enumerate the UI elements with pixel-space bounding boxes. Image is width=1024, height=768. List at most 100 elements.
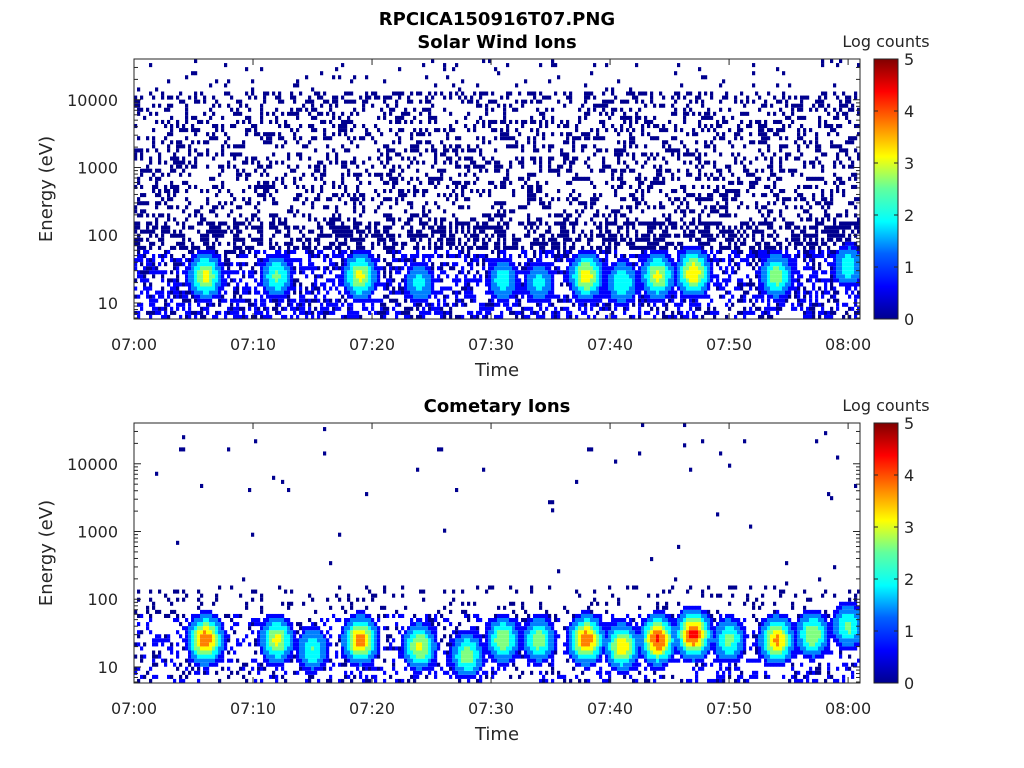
heatmap-cell [200,298,204,303]
heatmap-cell [674,290,678,295]
heatmap-cell [320,282,324,287]
heatmap-cell [794,294,798,299]
heatmap-cell [266,266,270,271]
heatmap-cell [149,262,153,267]
heatmap-cell [821,270,825,275]
heatmap-cell [287,209,291,214]
heatmap-cell [707,197,711,202]
heatmap-cell [770,168,774,173]
heatmap-cell [137,302,141,307]
heatmap-cell [344,286,348,291]
heatmap-cell [785,294,789,299]
heatmap-cell [653,221,657,226]
heatmap-cell [293,266,297,271]
heatmap-cell [338,254,342,259]
heatmap-cell [776,241,780,246]
heatmap-cell [797,254,801,259]
heatmap-cell [599,266,603,271]
heatmap-cell [521,221,525,226]
heatmap-cell [512,274,516,279]
heatmap-cell [512,266,516,271]
heatmap-cell [314,176,318,181]
heatmap-cell [374,278,378,283]
heatmap-cell [242,189,246,194]
heatmap-cell [572,294,576,299]
heatmap-cell [503,294,507,299]
heatmap-cell [839,245,843,250]
heatmap-cell [509,144,513,149]
heatmap-cell [623,274,627,279]
heatmap-cell [620,302,624,307]
heatmap-cell [359,221,363,226]
heatmap-cell [524,314,528,319]
heatmap-cell [206,148,210,153]
heatmap-cell [422,221,426,226]
heatmap-cell [830,310,834,315]
heatmap-cell [575,237,579,242]
heatmap-cell [533,254,537,259]
heatmap-cell [536,189,540,194]
heatmap-cell [671,310,675,315]
heatmap-cell [623,302,627,307]
heatmap-cell [743,221,747,226]
heatmap-cell [617,148,621,153]
heatmap-cell [764,245,768,250]
heatmap-cells [134,59,861,319]
heatmap-cell [587,290,591,295]
heatmap-cell [719,168,723,173]
heatmap-cell [839,160,843,165]
heatmap-cell [530,225,534,230]
heatmap-cell [137,249,141,254]
heatmap-cell [767,201,771,206]
heatmap-cell [698,245,702,250]
heatmap-cell [626,302,630,307]
heatmap-cell [752,254,756,259]
heatmap-cell [461,298,465,303]
heatmap-cell [800,217,804,222]
heatmap-cell [392,249,396,254]
heatmap-cell [185,278,189,283]
heatmap-cell [302,298,306,303]
heatmap-cell [683,249,687,254]
heatmap-cell [533,298,537,303]
heatmap-cell [284,282,288,287]
heatmap-cell [749,298,753,303]
heatmap-cell [548,266,552,271]
heatmap-cell [854,241,858,246]
heatmap-cell [293,306,297,311]
heatmap-cell [569,270,573,275]
heatmap-cell [464,233,468,238]
heatmap-cell [494,286,498,291]
heatmap-cell [230,193,234,198]
heatmap-cell [341,294,345,299]
heatmap-cell [188,290,192,295]
heatmap-cell [173,262,177,267]
heatmap-cell [698,197,702,202]
heatmap-cell [611,310,615,315]
heatmap-cell [737,282,741,287]
heatmap-cell [269,282,273,287]
heatmap-cell [452,148,456,153]
heatmap-cell [845,266,849,271]
heatmap-cell [782,168,786,173]
heatmap-cell [173,184,177,189]
heatmap-cell [197,245,201,250]
heatmap-cell [221,164,225,169]
heatmap-cell [527,314,531,319]
heatmap-cell [155,176,159,181]
heatmap-cell [296,278,300,283]
heatmap-cell [413,254,417,259]
heatmap-cell [218,310,222,315]
heatmap-cell [824,180,828,185]
heatmap-cell [245,176,249,181]
heatmap-cell [830,225,834,230]
heatmap-cell [794,306,798,311]
heatmap-cell [563,160,567,165]
heatmap-cell [437,302,441,307]
heatmap-cell [227,306,231,311]
heatmap-cell [704,266,708,271]
heatmap-cell [584,290,588,295]
heatmap-cell [335,225,339,230]
heatmap-cell [563,152,567,157]
heatmap-cell [842,164,846,169]
